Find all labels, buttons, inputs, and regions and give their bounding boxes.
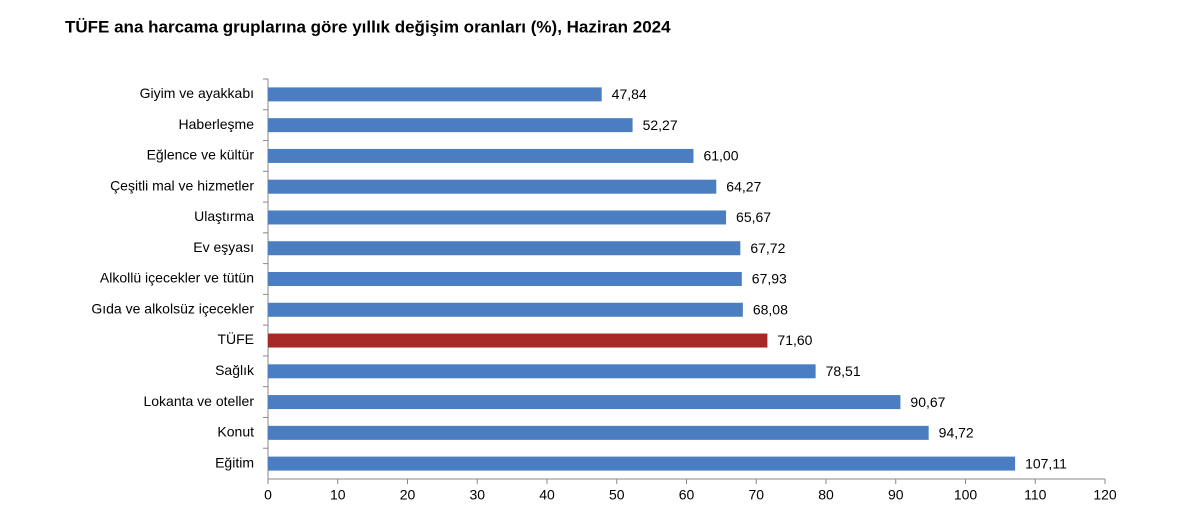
y-tick-label: Gıda ve alkolsüz içecekler xyxy=(91,300,254,316)
value-label: 78,51 xyxy=(826,363,861,379)
bar xyxy=(268,118,633,133)
bar xyxy=(268,456,1016,471)
value-label: 107,11 xyxy=(1025,455,1067,471)
value-label: 71,60 xyxy=(777,332,812,348)
x-tick-label: 0 xyxy=(264,487,272,503)
y-tick-label: Konut xyxy=(217,424,254,440)
bar xyxy=(268,241,741,256)
bar xyxy=(268,179,717,194)
value-label: 68,08 xyxy=(753,301,788,317)
value-label: 94,72 xyxy=(939,425,974,441)
x-tick-label: 20 xyxy=(400,487,416,503)
bar xyxy=(268,272,742,286)
y-tick-label: Alkollü içecekler ve tütün xyxy=(100,270,254,286)
y-tick-label: Çeşitli mal ve hizmetler xyxy=(110,177,254,193)
x-tick-label: 40 xyxy=(539,487,555,503)
chart-title: TÜFE ana harcama gruplarına göre yıllık … xyxy=(65,17,671,36)
y-tick-label: Eğitim xyxy=(215,454,254,470)
y-tick-label: Haberleşme xyxy=(179,116,255,132)
y-tick-label: Lokanta ve oteller xyxy=(143,393,254,409)
bar xyxy=(268,425,929,440)
x-tick-label: 10 xyxy=(330,487,346,503)
y-tick-label: TÜFE xyxy=(217,330,254,347)
bar xyxy=(268,333,768,348)
x-tick-label: 110 xyxy=(1024,487,1047,503)
x-tick-label: 50 xyxy=(609,487,625,503)
x-tick-label: 80 xyxy=(818,487,834,503)
value-label: 67,93 xyxy=(752,271,787,287)
bar xyxy=(268,364,816,379)
x-tick-label: 120 xyxy=(1093,487,1117,503)
bar xyxy=(268,302,743,317)
x-tick-label: 90 xyxy=(888,487,904,503)
x-tick-label: 30 xyxy=(469,487,485,503)
value-label: 47,84 xyxy=(612,86,647,102)
bar xyxy=(268,395,901,410)
x-tick-label: 60 xyxy=(679,487,695,503)
value-label: 64,27 xyxy=(726,178,761,194)
value-label: 52,27 xyxy=(643,117,678,133)
y-tick-label: Sağlık xyxy=(215,362,255,378)
value-label: 61,00 xyxy=(703,148,738,164)
y-tick-label: Ulaştırma xyxy=(194,208,254,224)
value-label: 65,67 xyxy=(736,209,771,225)
y-tick-label: Giyim ve ayakkabı xyxy=(140,85,254,101)
y-tick-label: Ev eşyası xyxy=(193,239,254,255)
y-tick-label: Eğlence ve kültür xyxy=(147,147,255,163)
bar xyxy=(268,148,694,163)
value-label: 90,67 xyxy=(910,394,945,410)
bar xyxy=(268,210,727,225)
x-tick-label: 100 xyxy=(954,487,978,503)
value-label: 67,72 xyxy=(750,240,785,256)
x-tick-label: 70 xyxy=(748,487,764,503)
bar xyxy=(268,87,602,102)
